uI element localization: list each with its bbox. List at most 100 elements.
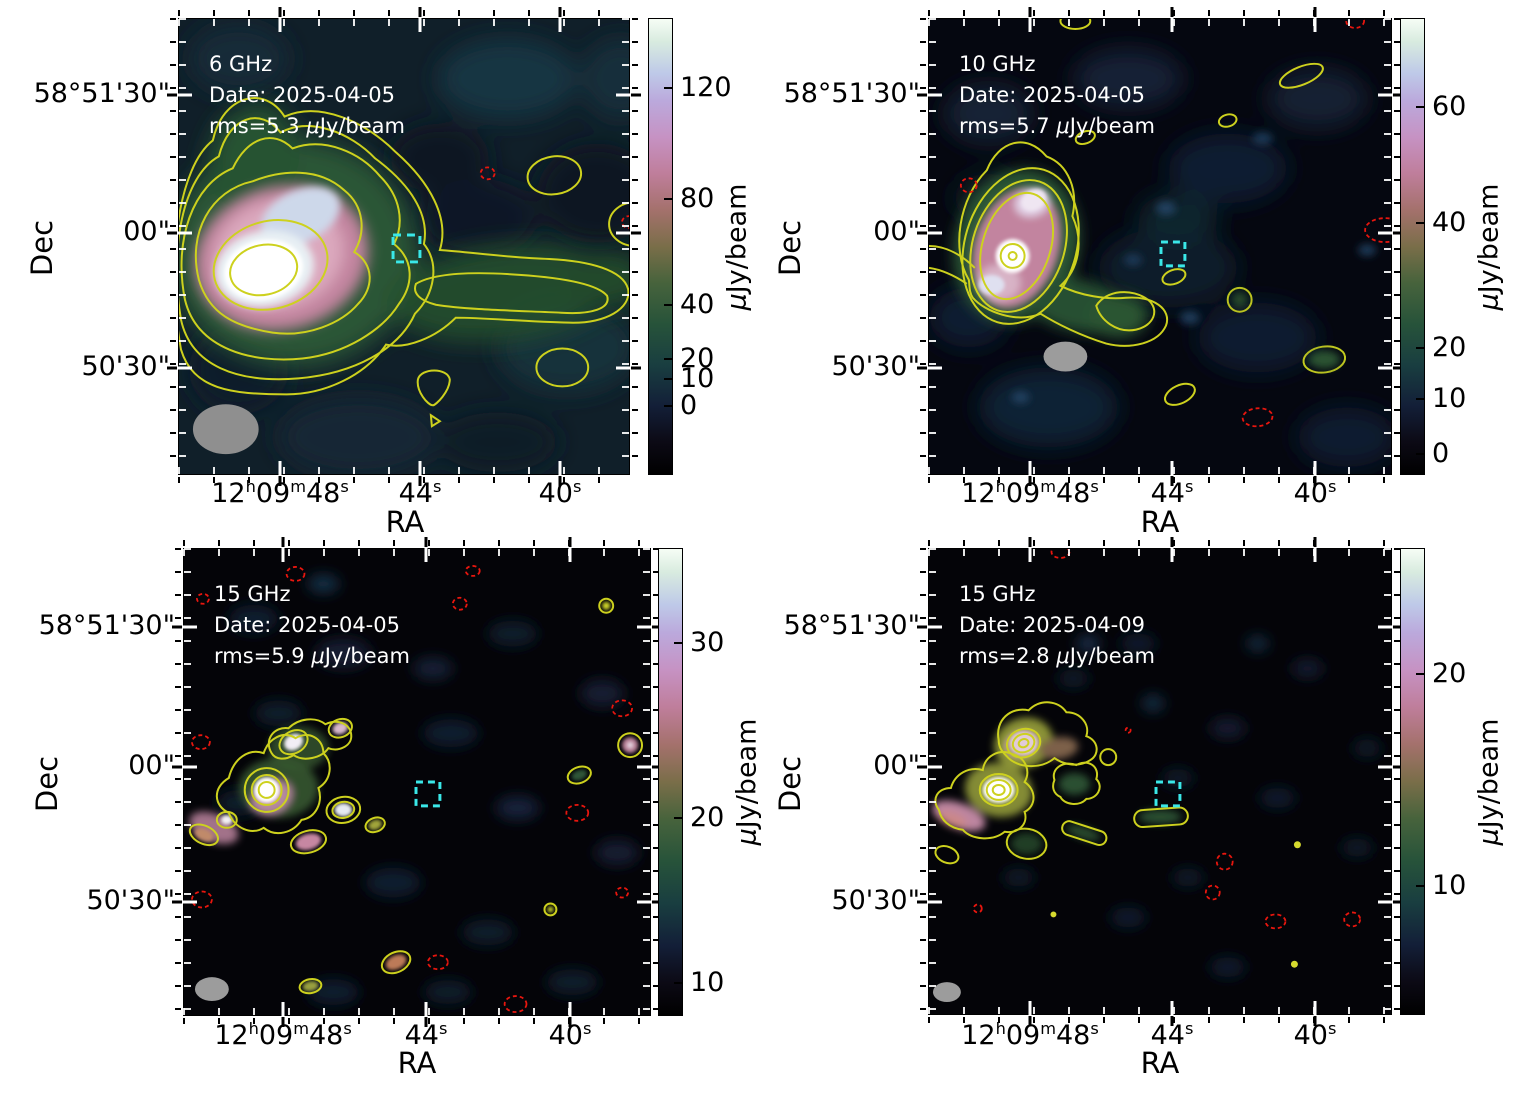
panel-annotation: 15 GHz Date: 2025-04-05 rms=5.9 μJy/beam: [214, 579, 410, 672]
colorbar-tick-label: 20: [680, 343, 715, 374]
rms-label: rms=5.3 μJy/beam: [209, 114, 405, 138]
region-box: [1159, 240, 1187, 268]
colorbar-tick-label: 40: [680, 289, 715, 320]
rms-label: rms=2.8 μJy/beam: [959, 644, 1155, 668]
ra-axis-label: RA: [1140, 1046, 1180, 1080]
rms-label: rms=5.9 μJy/beam: [214, 644, 410, 668]
colorbar-6ghz: [648, 18, 673, 475]
ra-tick: 44s: [1150, 477, 1194, 509]
ra-tick: 12h09m48s: [214, 1019, 352, 1051]
dec-tick: 00": [873, 216, 920, 247]
tick-mark: [1028, 7, 1032, 17]
dec-tick: 58°51'30": [783, 78, 920, 109]
tick-mark: [1313, 7, 1317, 17]
ra-tick: 44s: [398, 477, 442, 509]
dec-tick: 58°51'30": [783, 610, 920, 641]
colorbar-tick-label: 120: [680, 72, 732, 103]
dec-axis-label: Dec: [773, 755, 807, 813]
colorbar-tick-label: 20: [690, 802, 725, 833]
map-panel-10ghz: 10 GHz Date: 2025-04-05 rms=5.7 μJy/beam: [917, 7, 1403, 486]
colorbar-tick-label: 0: [680, 390, 698, 421]
noise-dots: [1011, 132, 1377, 404]
sky-map-15ghz-b-svg: [929, 549, 1391, 1014]
negative-contours: [972, 549, 1362, 930]
positive-contours: [188, 597, 644, 995]
ra-tick: 40s: [1293, 1019, 1337, 1051]
panel-annotation: 10 GHz Date: 2025-04-05 rms=5.7 μJy/beam: [959, 49, 1155, 142]
freq-label: 6 GHz: [209, 52, 273, 76]
tick-mark: [1313, 537, 1317, 547]
tick-mark: [632, 18, 638, 475]
tick-mark: [418, 7, 422, 17]
dec-tick: 58°51'30": [33, 78, 170, 109]
ra-tick: 12h09m48s: [211, 477, 349, 509]
compact-dots: [1050, 841, 1301, 968]
tick-mark: [1028, 537, 1032, 547]
noise-background: [929, 48, 1391, 468]
dec-tick: 50'30": [81, 351, 170, 382]
beam-ellipse: [194, 977, 229, 1002]
freq-label: 15 GHz: [214, 582, 291, 606]
positive-contours: [929, 19, 1347, 406]
colorbar-tick-label: 20: [1432, 332, 1467, 363]
colorbar-tick-label: 10: [1432, 870, 1467, 901]
ra-tick: 44s: [1150, 1019, 1194, 1051]
date-label: Date: 2025-04-05: [959, 83, 1145, 107]
colorbar-tick-label: 10: [690, 967, 725, 998]
contour-fills: [1231, 291, 1341, 369]
tick-mark: [183, 540, 651, 546]
colorbar-tick-label: 20: [1432, 658, 1467, 689]
ra-tick: 12h09m48s: [961, 477, 1099, 509]
sky-map-15ghz-a: 15 GHz Date: 2025-04-05 rms=5.9 μJy/beam: [183, 548, 651, 1016]
date-label: Date: 2025-04-05: [214, 613, 400, 637]
dec-axis-label: Dec: [773, 219, 807, 277]
ra-axis-label: RA: [1140, 505, 1180, 539]
positive-contours: [179, 97, 629, 428]
ra-tick: 40s: [1293, 477, 1337, 509]
sky-map-6ghz: 6 GHz Date: 2025-04-05 rms=5.3 μJy/beam: [178, 18, 630, 475]
ra-tick: 12h09m48s: [961, 1019, 1099, 1051]
colorbar-10ghz: [1400, 18, 1425, 475]
tick-mark: [568, 537, 572, 547]
beam-ellipse: [932, 982, 961, 1003]
colorbar-unit-label: μJy/beam: [1473, 718, 1505, 846]
panel-annotation: 15 GHz Date: 2025-04-09 rms=2.8 μJy/beam: [959, 579, 1155, 672]
rms-label: rms=5.7 μJy/beam: [959, 114, 1155, 138]
tick-mark: [175, 548, 181, 1016]
negative-contours: [191, 565, 633, 1013]
dec-axis-label: Dec: [30, 755, 64, 813]
tick-mark: [278, 7, 282, 17]
tick-mark: [920, 548, 926, 1015]
ra-tick: 40s: [538, 477, 582, 509]
ra-axis-label: RA: [385, 505, 425, 539]
date-label: Date: 2025-04-05: [209, 83, 395, 107]
beam-ellipse: [1043, 341, 1088, 372]
ra-tick: 44s: [404, 1019, 448, 1051]
ra-tick: 40s: [548, 1019, 592, 1051]
colorbar-tick-label: 10: [680, 363, 715, 394]
dec-axis-label: Dec: [25, 219, 59, 277]
map-panel-15ghz-a: 15 GHz Date: 2025-04-05 rms=5.9 μJy/beam: [172, 537, 662, 1027]
colorbar-tick-label: 30: [690, 627, 725, 658]
tick-mark: [281, 537, 285, 547]
tick-mark: [1170, 7, 1174, 17]
colorbar-15ghz-a: [658, 548, 683, 1016]
freq-label: 15 GHz: [959, 582, 1036, 606]
tick-mark: [170, 18, 176, 475]
sky-map-15ghz-b: 15 GHz Date: 2025-04-09 rms=2.8 μJy/beam: [928, 548, 1392, 1015]
colorbar-tick-label: 0: [1432, 438, 1450, 469]
dec-tick: 50'30": [831, 351, 920, 382]
colorbar-unit-label: μJy/beam: [731, 718, 763, 846]
tick-mark: [928, 540, 1392, 546]
tick-mark: [558, 7, 562, 17]
tick-mark: [920, 18, 926, 475]
dec-tick: 58°51'30": [38, 610, 175, 641]
colorbar-tick-label: 10: [1432, 383, 1467, 414]
positive-contours: [934, 701, 1189, 865]
tick-mark: [424, 537, 428, 547]
tick-mark: [631, 231, 641, 235]
ra-axis-label: RA: [397, 1046, 437, 1080]
dec-tick: 00": [128, 750, 175, 781]
freq-label: 10 GHz: [959, 52, 1036, 76]
